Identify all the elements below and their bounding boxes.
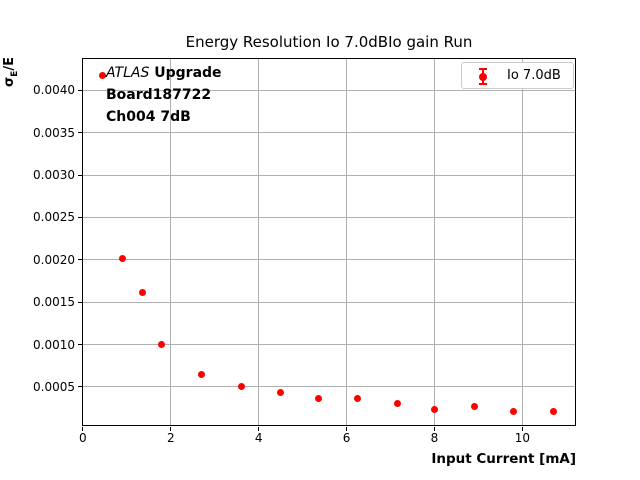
x-tick-label: 2 [166,431,175,445]
y-gridline [83,174,575,176]
data-point [138,288,146,296]
y-gridline [83,301,575,303]
data-point [237,383,245,391]
y-tick-label: 0.0040 [33,83,75,98]
y-gridline [83,132,575,134]
x-gridline [433,59,435,425]
y-tick-mark [78,259,82,261]
y-gridline [83,89,575,91]
annotation-line-2: Board187722 [106,87,212,103]
data-point [158,341,166,349]
x-tick-mark [82,427,84,431]
y-tick-mark [78,89,82,91]
y-tick-mark [78,386,82,388]
data-point [510,408,518,416]
y-tick-mark [78,174,82,176]
y-tick-mark [78,216,82,218]
x-gridline [258,59,260,425]
x-tick-label: 10 [514,431,531,445]
x-gridline [521,59,523,425]
x-axis-label: Input Current [mA] [431,451,576,467]
x-tick-label: 0 [79,431,87,445]
y-tick-label: 0.0025 [33,210,75,225]
y-tick-label: 0.0010 [33,337,75,352]
x-tick-mark [170,427,172,431]
y-gridline [83,216,575,218]
x-tick-label: 6 [342,431,351,445]
x-tick-label: 8 [430,431,439,445]
data-point [118,254,126,262]
annotation-line-3: Ch004 7dB [106,109,191,125]
errorbar-cap-bottom [479,83,487,85]
y-tick-mark [78,344,82,346]
data-point [393,400,401,408]
y-tick-label: 0.0035 [33,125,75,140]
upgrade-label: Upgrade [154,65,222,81]
y-tick-mark [78,132,82,134]
annotation-line-1: ATLAS Upgrade [106,62,222,84]
y-tick-label: 0.0030 [33,168,75,182]
data-point [470,402,478,410]
y-tick-label: 0.0015 [33,295,75,310]
x-tick-mark [346,427,348,431]
y-gridline [83,386,575,388]
annotation-block: ATLAS Upgrade Board187722 Ch004 7dB [106,62,222,128]
x-tick-label: 4 [254,431,263,445]
atlas-label: ATLAS [106,65,150,81]
data-point [354,394,362,402]
y-tick-mark [78,301,82,303]
x-tick-mark [521,427,523,431]
data-point [198,370,206,378]
data-point [549,408,557,416]
y-tick-label: 0.0005 [33,379,75,394]
y-gridline [83,259,575,261]
chart-title: Energy Resolution Io 7.0dBIo gain Run [185,33,473,51]
x-gridline [346,59,348,425]
x-tick-mark [258,427,260,431]
data-point [430,405,438,413]
data-point [277,389,285,397]
errorbar-point-icon [476,63,490,90]
data-point [99,72,107,80]
errorbar-dot [479,72,487,81]
legend-box: Io 7.0dB [461,62,574,89]
x-gridline [170,59,172,425]
legend-entry-label: Io 7.0dB [507,68,561,83]
y-tick-label: 0.0020 [33,252,75,267]
y-gridline [83,344,575,346]
x-tick-mark [433,427,435,431]
data-point [314,395,322,403]
